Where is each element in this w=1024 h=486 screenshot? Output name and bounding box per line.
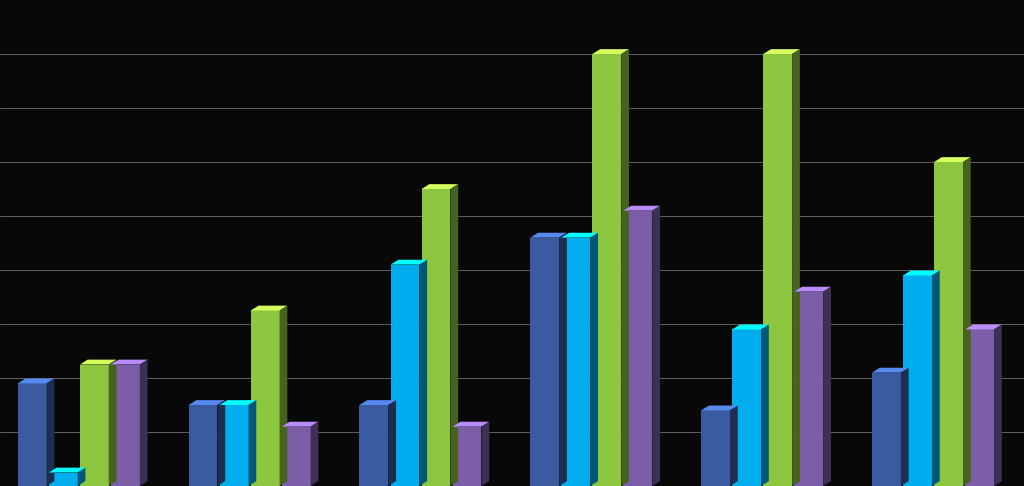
Polygon shape [963,157,971,486]
Polygon shape [872,368,908,373]
Polygon shape [761,325,769,486]
Polygon shape [310,422,318,486]
Bar [422,189,451,486]
Polygon shape [217,400,225,486]
Bar [732,330,761,486]
Polygon shape [481,422,489,486]
Bar [903,276,932,486]
Polygon shape [701,405,737,410]
Polygon shape [901,368,908,486]
Bar [80,364,109,486]
Polygon shape [78,468,85,486]
Polygon shape [140,360,147,486]
Bar [872,373,901,486]
Polygon shape [730,405,737,486]
Polygon shape [251,306,288,311]
Polygon shape [934,157,971,162]
Polygon shape [188,400,225,405]
Polygon shape [903,271,940,276]
Polygon shape [559,233,567,486]
Polygon shape [590,233,598,486]
Polygon shape [80,360,117,364]
Polygon shape [932,271,940,486]
Bar [934,162,963,486]
Bar [390,264,420,486]
Bar [453,427,481,486]
Polygon shape [453,422,489,427]
Polygon shape [390,260,427,264]
Bar [763,54,793,486]
Polygon shape [111,360,147,364]
Polygon shape [966,325,1001,330]
Polygon shape [622,49,629,486]
Polygon shape [47,379,54,486]
Polygon shape [17,379,54,383]
Polygon shape [420,260,427,486]
Bar [111,364,140,486]
Polygon shape [652,206,660,486]
Polygon shape [561,233,598,238]
Bar [359,405,388,486]
Polygon shape [280,306,288,486]
Bar [795,292,823,486]
Bar [530,238,559,486]
Polygon shape [793,49,800,486]
Polygon shape [732,325,769,330]
Bar [593,54,622,486]
Polygon shape [530,233,567,238]
Bar [701,410,730,486]
Polygon shape [795,287,830,292]
Polygon shape [451,184,458,486]
Bar [966,330,994,486]
Polygon shape [282,422,318,427]
Polygon shape [763,49,800,54]
Bar [17,383,47,486]
Bar [188,405,217,486]
Polygon shape [249,400,256,486]
Polygon shape [388,400,396,486]
Polygon shape [994,325,1001,486]
Bar [624,210,652,486]
Bar [282,427,310,486]
Bar [49,472,78,486]
Polygon shape [220,400,256,405]
Bar [220,405,249,486]
Polygon shape [593,49,629,54]
Polygon shape [823,287,830,486]
Polygon shape [49,468,85,472]
Polygon shape [109,360,117,486]
Polygon shape [624,206,660,210]
Polygon shape [422,184,458,189]
Bar [251,311,280,486]
Bar [561,238,590,486]
Polygon shape [359,400,396,405]
